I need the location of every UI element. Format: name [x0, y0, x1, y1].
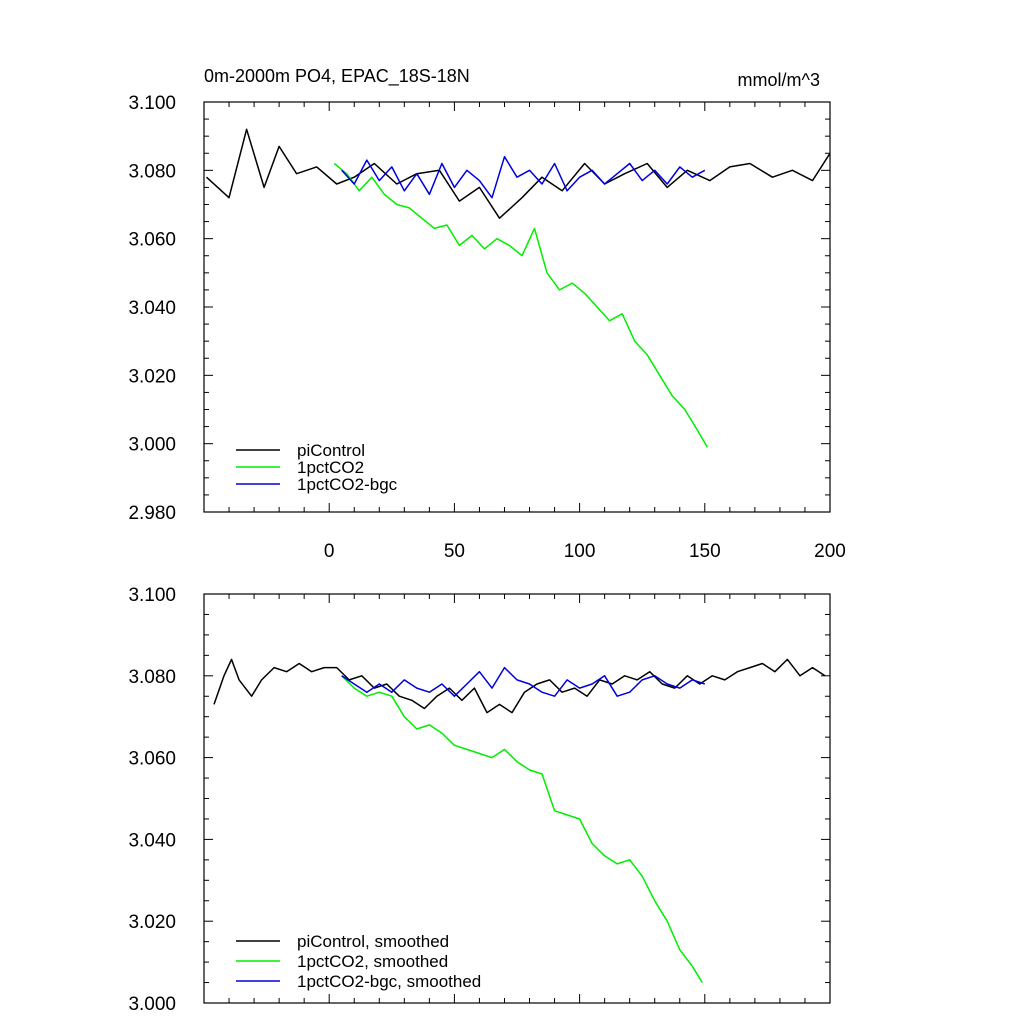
series-line-2 — [341, 675, 703, 983]
y-tick-label: 3.100 — [128, 585, 176, 606]
x-tick-label: 200 — [814, 541, 846, 562]
y-tick-label: 3.040 — [128, 830, 176, 851]
legend-label: piControl — [297, 441, 365, 460]
y-tick-label: 3.000 — [128, 435, 176, 456]
chart-title: 0m-2000m PO4, EPAC_18S-18N — [204, 66, 470, 87]
y-tick-label: 3.020 — [128, 366, 176, 387]
legend-label: piControl, smoothed — [297, 932, 449, 951]
series-line-1 — [213, 658, 826, 714]
series-line-3 — [341, 155, 706, 199]
y-tick-label: 3.100 — [128, 93, 176, 114]
series-line-2 — [333, 162, 708, 448]
x-tick-label: 100 — [564, 541, 596, 562]
legend-label: 1pctCO2, smoothed — [297, 952, 448, 971]
x-tick-label: 50 — [444, 541, 465, 562]
legend-label: 1pctCO2-bgc — [297, 475, 398, 494]
legend-label: 1pctCO2 — [297, 458, 364, 477]
top-chart-panel: 0m-2000m PO4, EPAC_18S-18N mmol/m^3 2.98… — [128, 66, 845, 562]
x-tick-label: 0 — [324, 541, 335, 562]
y-tick-label: 3.020 — [128, 912, 176, 933]
y-tick-label: 3.040 — [128, 298, 176, 319]
y-tick-label: 3.060 — [128, 749, 176, 770]
x-tick-label: 150 — [689, 541, 721, 562]
y-tick-label: 3.000 — [128, 994, 176, 1015]
bottom-chart-panel: 3.000 3.020 3.040 3.060 3.080 3.100 piControl,… — [128, 585, 831, 1015]
y-tick-label: 3.080 — [128, 161, 176, 182]
y-tick-label: 3.060 — [128, 230, 176, 251]
units-label: mmol/m^3 — [738, 70, 820, 90]
legend-label: 1pctCO2-bgc, smoothed — [297, 972, 481, 991]
y-tick-label: 2.980 — [128, 503, 176, 524]
series-line-1 — [205, 128, 831, 219]
series-line-3 — [341, 666, 706, 697]
y-tick-label: 3.080 — [128, 667, 176, 688]
